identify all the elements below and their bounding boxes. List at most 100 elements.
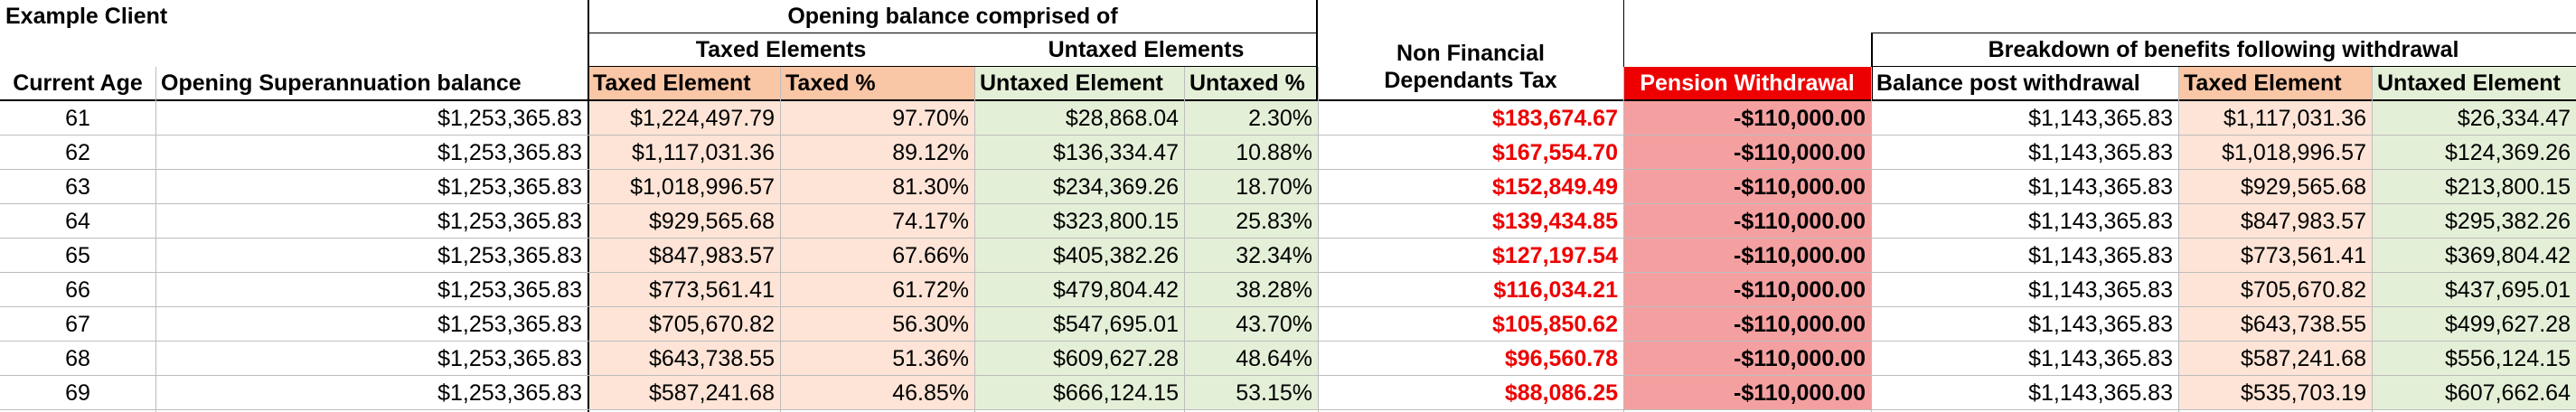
taxed-percent-cell[interactable]: 74.17%: [780, 204, 974, 239]
breakdown-untaxed-element-cell[interactable]: $556,124.15: [2372, 342, 2576, 376]
untaxed-element-cell[interactable]: $136,334.47: [974, 136, 1184, 170]
pension-withdrawal-cell[interactable]: -$110,000.00: [1623, 239, 1871, 273]
breakdown-taxed-element-cell[interactable]: $929,565.68: [2178, 170, 2372, 204]
untaxed-percent-cell[interactable]: 10.88%: [1184, 136, 1318, 170]
non-financial-dependants-tax-header[interactable]: Non Financial Dependants Tax: [1384, 41, 1557, 93]
untaxed-element-cell[interactable]: $547,695.01: [974, 307, 1184, 342]
opening-balance-cell[interactable]: $1,253,365.83: [437, 208, 582, 234]
taxed-element-cell[interactable]: $1,224,497.79: [588, 101, 780, 136]
age-cell[interactable]: 61: [65, 105, 90, 131]
balance-post-withdrawal-cell[interactable]: $1,143,365.83: [2028, 105, 2173, 131]
untaxed-percent-cell[interactable]: 2.30%: [1184, 101, 1318, 136]
taxed-element-cell[interactable]: $773,561.41: [588, 273, 780, 307]
balance-post-withdrawal-cell[interactable]: $1,143,365.83: [2028, 139, 2173, 165]
breakdown-taxed-element-cell[interactable]: $1,117,031.36: [2178, 101, 2372, 136]
untaxed-percent-cell[interactable]: 32.34%: [1184, 239, 1318, 273]
taxed-percent-cell[interactable]: 51.36%: [780, 342, 974, 376]
taxed-percent-cell[interactable]: 56.30%: [780, 307, 974, 342]
age-cell[interactable]: 64: [65, 208, 90, 234]
taxed-element-cell[interactable]: $847,983.57: [588, 239, 780, 273]
breakdown-taxed-element-cell[interactable]: $773,561.41: [2178, 239, 2372, 273]
pension-withdrawal-cell[interactable]: -$110,000.00: [1623, 170, 1871, 204]
pension-withdrawal-cell[interactable]: -$110,000.00: [1623, 101, 1871, 136]
untaxed-percent-cell[interactable]: 25.83%: [1184, 204, 1318, 239]
client-title[interactable]: Example Client: [5, 4, 168, 29]
breakdown-untaxed-element-cell[interactable]: $295,382.26: [2372, 204, 2576, 239]
untaxed-element-cell[interactable]: $234,369.26: [974, 170, 1184, 204]
age-cell[interactable]: 68: [65, 345, 90, 371]
age-cell[interactable]: 69: [65, 379, 90, 406]
untaxed-percent-cell[interactable]: 53.15%: [1184, 376, 1318, 410]
untaxed-element-cell[interactable]: $323,800.15: [974, 204, 1184, 239]
taxed-percent-cell[interactable]: 89.12%: [780, 136, 974, 170]
pension-withdrawal-header[interactable]: Pension Withdrawal: [1623, 67, 1871, 100]
non-financial-dependants-tax-cell[interactable]: $88,086.25: [1504, 379, 1618, 406]
taxed-element-cell[interactable]: $587,241.68: [588, 376, 780, 410]
opening-balance-cell[interactable]: $1,253,365.83: [437, 311, 582, 337]
taxed-element-cell[interactable]: $705,670.82: [588, 307, 780, 342]
non-financial-dependants-tax-cell[interactable]: $139,434.85: [1491, 208, 1618, 234]
balance-post-withdrawal-cell[interactable]: $1,143,365.83: [2028, 345, 2173, 371]
age-cell[interactable]: 62: [65, 139, 90, 165]
breakdown-taxed-element-cell[interactable]: $535,703.19: [2178, 376, 2372, 410]
opening-balance-cell[interactable]: $1,253,365.83: [437, 276, 582, 303]
breakdown-untaxed-element-cell[interactable]: $369,804.42: [2372, 239, 2576, 273]
balance-post-withdrawal-header[interactable]: Balance post withdrawal: [1876, 70, 2140, 96]
pension-withdrawal-cell[interactable]: -$110,000.00: [1623, 204, 1871, 239]
opening-balance-cell[interactable]: $1,253,365.83: [437, 105, 582, 131]
taxed-percent-cell[interactable]: 61.72%: [780, 273, 974, 307]
taxed-percent-cell[interactable]: 67.66%: [780, 239, 974, 273]
opening-balance-cell[interactable]: $1,253,365.83: [437, 139, 582, 165]
age-cell[interactable]: 63: [65, 173, 90, 200]
breakdown-untaxed-element-cell[interactable]: $499,627.28: [2372, 307, 2576, 342]
balance-post-withdrawal-cell[interactable]: $1,143,365.83: [2028, 242, 2173, 268]
breakdown-taxed-element-cell[interactable]: $1,018,996.57: [2178, 136, 2372, 170]
breakdown-taxed-element-cell[interactable]: $847,983.57: [2178, 204, 2372, 239]
current-age-header[interactable]: Current Age: [13, 70, 143, 96]
taxed-element-cell[interactable]: $643,738.55: [588, 342, 780, 376]
opening-balance-cell[interactable]: $1,253,365.83: [437, 173, 582, 200]
untaxed-element-cell[interactable]: $479,804.42: [974, 273, 1184, 307]
non-financial-dependants-tax-cell[interactable]: $127,197.54: [1491, 242, 1618, 268]
untaxed-percent-header[interactable]: Untaxed %: [1184, 67, 1318, 100]
non-financial-dependants-tax-cell[interactable]: $96,560.78: [1504, 345, 1618, 371]
balance-post-withdrawal-cell[interactable]: $1,143,365.83: [2028, 276, 2173, 303]
untaxed-percent-cell[interactable]: 18.70%: [1184, 170, 1318, 204]
non-financial-dependants-tax-cell[interactable]: $183,674.67: [1491, 105, 1618, 131]
untaxed-element-cell[interactable]: $405,382.26: [974, 239, 1184, 273]
breakdown-untaxed-element-header[interactable]: Untaxed Element: [2372, 67, 2576, 100]
breakdown-untaxed-element-cell[interactable]: $213,800.15: [2372, 170, 2576, 204]
balance-post-withdrawal-cell[interactable]: $1,143,365.83: [2028, 379, 2173, 406]
pension-withdrawal-cell[interactable]: -$110,000.00: [1623, 273, 1871, 307]
age-cell[interactable]: 67: [65, 311, 90, 337]
opening-balance-cell[interactable]: $1,253,365.83: [437, 379, 582, 406]
untaxed-element-cell[interactable]: $609,627.28: [974, 342, 1184, 376]
untaxed-element-header[interactable]: Untaxed Element: [974, 67, 1184, 100]
opening-balance-group-header[interactable]: Opening balance comprised of: [787, 4, 1118, 29]
taxed-percent-cell[interactable]: 46.85%: [780, 376, 974, 410]
breakdown-taxed-element-cell[interactable]: $587,241.68: [2178, 342, 2372, 376]
breakdown-untaxed-element-cell[interactable]: $437,695.01: [2372, 273, 2576, 307]
age-cell[interactable]: 66: [65, 276, 90, 303]
age-cell[interactable]: 65: [65, 242, 90, 268]
pension-withdrawal-cell[interactable]: -$110,000.00: [1623, 136, 1871, 170]
breakdown-untaxed-element-cell[interactable]: $607,662.64: [2372, 376, 2576, 410]
untaxed-elements-header[interactable]: Untaxed Elements: [1048, 37, 1245, 62]
untaxed-element-cell[interactable]: $28,868.04: [974, 101, 1184, 136]
untaxed-percent-cell[interactable]: 38.28%: [1184, 273, 1318, 307]
breakdown-group-header[interactable]: Breakdown of benefits following withdraw…: [1988, 37, 2459, 62]
untaxed-percent-cell[interactable]: 48.64%: [1184, 342, 1318, 376]
opening-balance-header[interactable]: Opening Superannuation balance: [161, 70, 522, 96]
untaxed-element-cell[interactable]: $666,124.15: [974, 376, 1184, 410]
breakdown-untaxed-element-cell[interactable]: $124,369.26: [2372, 136, 2576, 170]
pension-withdrawal-cell[interactable]: -$110,000.00: [1623, 307, 1871, 342]
opening-balance-cell[interactable]: $1,253,365.83: [437, 345, 582, 371]
breakdown-untaxed-element-cell[interactable]: $26,334.47: [2372, 101, 2576, 136]
balance-post-withdrawal-cell[interactable]: $1,143,365.83: [2028, 173, 2173, 200]
taxed-element-header[interactable]: Taxed Element: [588, 67, 780, 100]
taxed-percent-header[interactable]: Taxed %: [780, 67, 974, 100]
non-financial-dependants-tax-cell[interactable]: $167,554.70: [1491, 139, 1618, 165]
untaxed-percent-cell[interactable]: 43.70%: [1184, 307, 1318, 342]
taxed-percent-cell[interactable]: 97.70%: [780, 101, 974, 136]
